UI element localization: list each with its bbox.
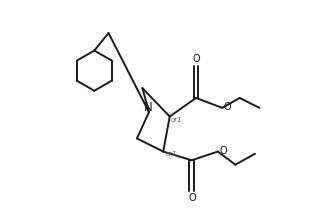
Text: O: O <box>223 102 231 112</box>
Text: O: O <box>219 146 227 156</box>
Text: or1: or1 <box>166 151 177 157</box>
Text: O: O <box>193 54 200 64</box>
Text: or1: or1 <box>171 117 183 123</box>
Text: N: N <box>144 101 152 114</box>
Text: O: O <box>188 193 196 203</box>
